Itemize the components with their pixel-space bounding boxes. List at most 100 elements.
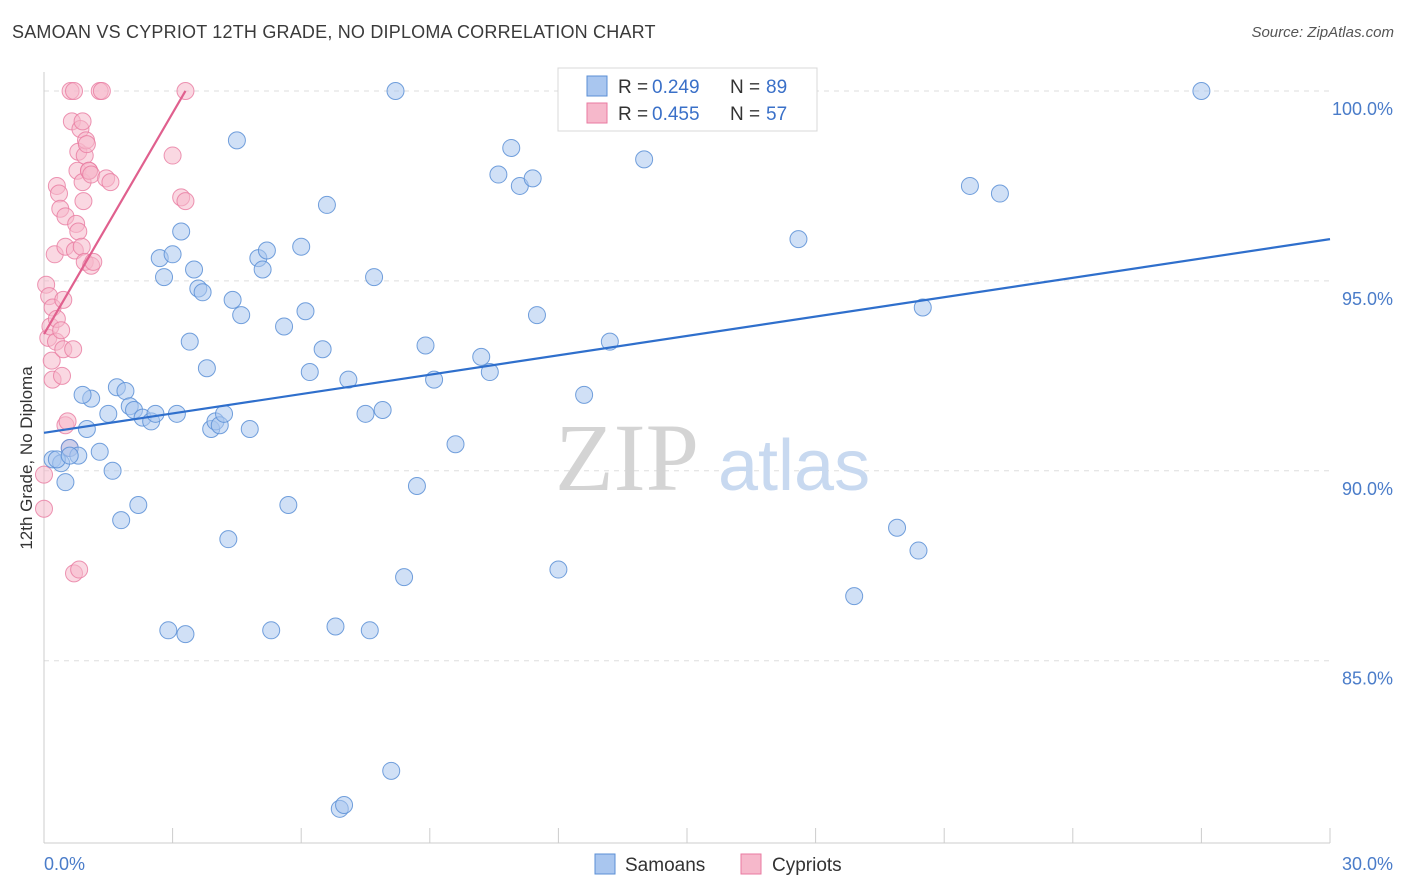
samoan-point bbox=[549, 560, 568, 579]
cypriot-point bbox=[101, 173, 120, 192]
samoan-point bbox=[219, 530, 238, 549]
samoan-point bbox=[292, 237, 311, 256]
samoan-point bbox=[913, 298, 932, 317]
samoan-point bbox=[180, 332, 199, 351]
cypriot-point bbox=[52, 321, 71, 340]
samoan-point bbox=[300, 363, 319, 382]
cypriot-point bbox=[64, 340, 83, 359]
cypriot-point bbox=[69, 222, 88, 241]
stats-legend: R = 0.249 N = 89 R = 0.455 N = 57 bbox=[557, 67, 818, 132]
samoan-point bbox=[232, 306, 251, 325]
samoans-points bbox=[43, 81, 1211, 818]
legend-r-label-cypriots: R = bbox=[618, 104, 648, 125]
samoan-point bbox=[575, 385, 594, 404]
samoan-point bbox=[155, 268, 174, 287]
samoan-point bbox=[257, 241, 276, 260]
cypriot-point bbox=[74, 192, 93, 211]
x-tick-label: 30.0% bbox=[1342, 854, 1393, 874]
samoan-point bbox=[129, 495, 148, 514]
samoan-point bbox=[240, 420, 259, 439]
samoan-point bbox=[523, 169, 542, 188]
legend-r-value-cypriots: 0.455 bbox=[652, 104, 700, 125]
samoan-point bbox=[489, 165, 508, 184]
cypriot-point bbox=[176, 192, 195, 211]
cypriot-point bbox=[77, 135, 96, 154]
x-tick-labels: 0.0% 30.0% bbox=[44, 854, 1393, 874]
legend-swatch-samoans bbox=[586, 75, 608, 97]
bottom-legend-label-samoans: Samoans bbox=[625, 855, 705, 876]
samoan-point bbox=[227, 131, 246, 150]
samoan-point bbox=[472, 347, 491, 366]
samoan-point bbox=[960, 176, 979, 195]
samoan-point bbox=[360, 621, 379, 640]
cypriot-point bbox=[50, 184, 69, 203]
samoan-point bbox=[480, 363, 499, 382]
samoans-trend-line bbox=[43, 238, 1331, 434]
watermark-zip: ZIP bbox=[555, 404, 699, 511]
samoan-point bbox=[112, 511, 131, 530]
x-tick-label: 0.0% bbox=[44, 854, 85, 874]
samoan-point bbox=[296, 302, 315, 321]
samoan-point bbox=[197, 359, 216, 378]
grid-lines bbox=[44, 90, 1330, 662]
y-tick-label: 95.0% bbox=[1342, 289, 1393, 309]
samoan-point bbox=[77, 420, 96, 439]
cypriots-points bbox=[35, 81, 195, 583]
samoan-point bbox=[116, 382, 135, 401]
samoan-point bbox=[502, 138, 521, 157]
samoan-point bbox=[416, 336, 435, 355]
cypriot-point bbox=[163, 146, 182, 165]
samoan-point bbox=[262, 621, 281, 640]
samoan-point bbox=[73, 385, 92, 404]
legend-swatch-cypriots bbox=[586, 102, 608, 124]
cypriot-point bbox=[92, 81, 111, 100]
x-ticks bbox=[43, 828, 1331, 843]
cypriot-point bbox=[35, 499, 53, 518]
cypriot-point bbox=[73, 112, 92, 131]
cypriot-point bbox=[82, 165, 101, 184]
samoan-point bbox=[193, 283, 212, 302]
cypriot-point bbox=[65, 81, 84, 100]
legend-n-label-cypriots: N = bbox=[730, 104, 760, 125]
samoan-point bbox=[176, 625, 195, 644]
samoan-point bbox=[373, 401, 392, 420]
samoan-point bbox=[60, 446, 79, 465]
legend-r-label-samoans: R = bbox=[618, 77, 648, 98]
samoan-point bbox=[275, 317, 294, 336]
samoan-point bbox=[159, 621, 178, 640]
samoan-point bbox=[215, 404, 234, 423]
samoan-point bbox=[635, 150, 654, 169]
samoan-point bbox=[888, 518, 907, 537]
samoan-point bbox=[317, 195, 336, 214]
cypriot-point bbox=[35, 465, 53, 484]
samoan-point bbox=[382, 761, 401, 780]
samoan-point bbox=[103, 461, 122, 480]
samoan-point bbox=[527, 306, 546, 325]
samoan-point bbox=[845, 587, 864, 606]
y-tick-label: 85.0% bbox=[1342, 669, 1393, 689]
samoan-point bbox=[446, 435, 465, 454]
samoan-point bbox=[386, 81, 405, 100]
samoan-point bbox=[335, 796, 354, 815]
samoan-point bbox=[223, 290, 242, 309]
samoan-point bbox=[185, 260, 204, 279]
cypriot-point bbox=[70, 560, 89, 579]
samoan-point bbox=[1192, 81, 1211, 100]
samoan-point bbox=[365, 268, 384, 287]
series-legend: Samoans Cypriots bbox=[594, 853, 842, 876]
trend-lines bbox=[43, 90, 1331, 434]
y-tick-label: 100.0% bbox=[1332, 99, 1393, 119]
chart-title: SAMOAN VS CYPRIOT 12TH GRADE, NO DIPLOMA… bbox=[12, 22, 656, 42]
bottom-legend-swatch-samoans bbox=[594, 853, 616, 875]
source-label: Source: ZipAtlas.com bbox=[1251, 24, 1394, 41]
watermark: ZIP atlas bbox=[555, 404, 870, 511]
samoan-point bbox=[163, 245, 182, 264]
bottom-legend-swatch-cypriots bbox=[740, 853, 762, 875]
samoan-point bbox=[356, 404, 375, 423]
y-axis-label: 12th Grade, No Diploma bbox=[17, 366, 36, 550]
samoan-point bbox=[909, 541, 928, 560]
samoan-point bbox=[990, 184, 1009, 203]
legend-n-value-cypriots: 57 bbox=[766, 104, 787, 125]
samoan-point bbox=[339, 370, 358, 389]
